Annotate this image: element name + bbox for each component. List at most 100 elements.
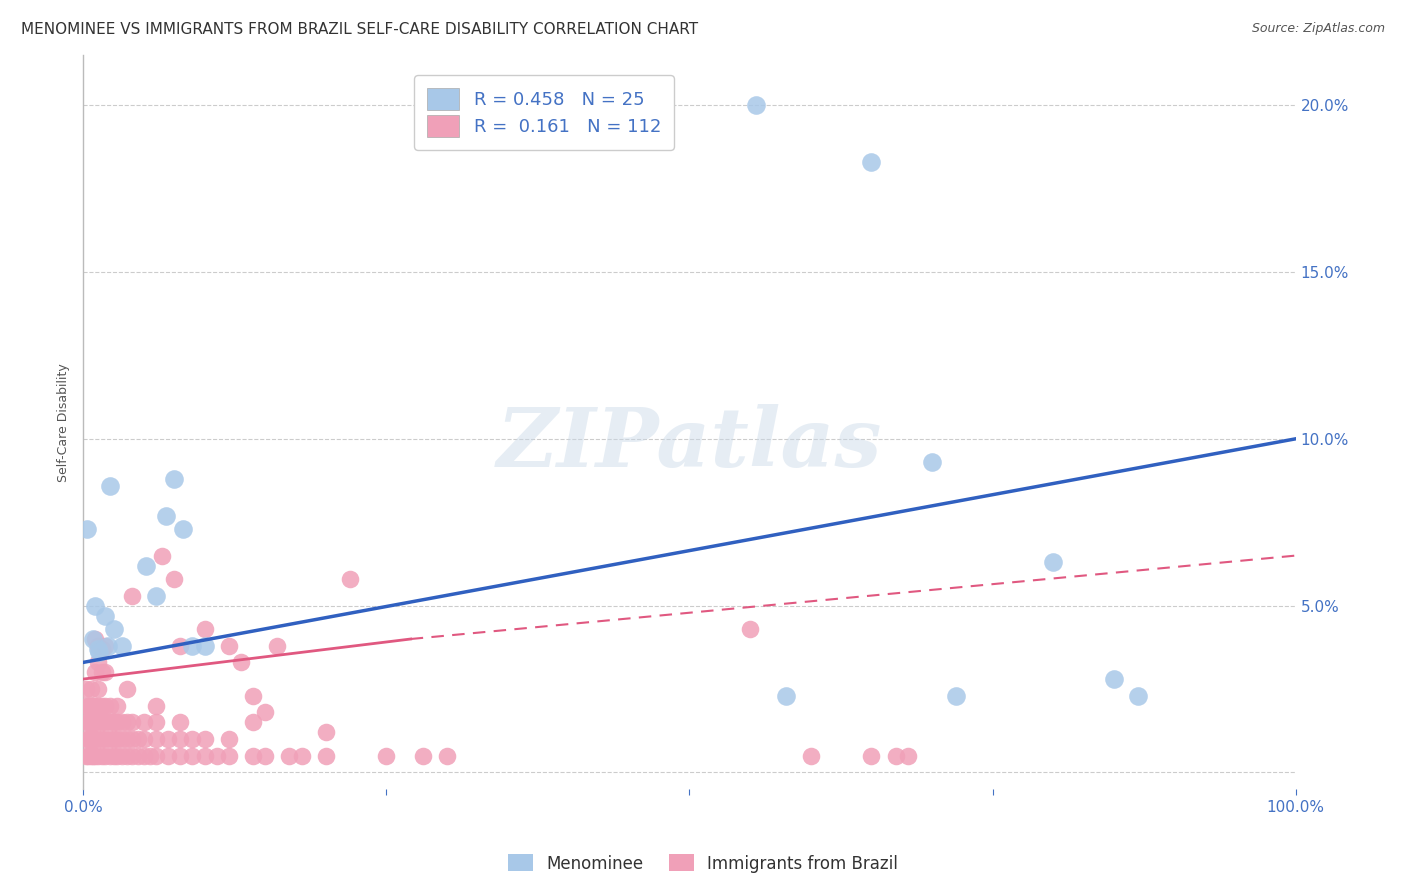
Point — [205, 748, 228, 763]
Point — [145, 748, 167, 763]
Point — [97, 639, 120, 653]
Y-axis label: Self-Care Disability: Self-Care Disability — [58, 363, 70, 482]
Point — [94, 639, 117, 653]
Point — [897, 748, 920, 763]
Point — [278, 748, 301, 763]
Point — [775, 689, 797, 703]
Point — [98, 748, 121, 763]
Point — [75, 698, 97, 713]
Point — [242, 689, 264, 703]
Point — [157, 732, 180, 747]
Point — [105, 698, 128, 713]
Point — [90, 732, 112, 747]
Point — [89, 645, 111, 659]
Point — [98, 715, 121, 730]
Point — [75, 681, 97, 696]
Point — [132, 732, 155, 747]
Point — [169, 732, 191, 747]
Point — [266, 639, 288, 653]
Point — [79, 698, 101, 713]
Point — [103, 732, 125, 747]
Point — [103, 715, 125, 730]
Point — [84, 599, 107, 613]
Point — [82, 748, 104, 763]
Point — [290, 748, 312, 763]
Point — [103, 748, 125, 763]
Point — [375, 748, 398, 763]
Point — [169, 748, 191, 763]
Point — [229, 656, 252, 670]
Point — [87, 715, 110, 730]
Point — [194, 622, 217, 636]
Point — [98, 732, 121, 747]
Point — [412, 748, 434, 763]
Point — [218, 732, 240, 747]
Point — [84, 632, 107, 646]
Point — [77, 732, 100, 747]
Point — [115, 732, 138, 747]
Point — [87, 732, 110, 747]
Point — [87, 642, 110, 657]
Point — [121, 715, 143, 730]
Point — [139, 748, 162, 763]
Point — [172, 522, 194, 536]
Point — [1042, 555, 1064, 569]
Point — [75, 715, 97, 730]
Point — [94, 608, 117, 623]
Point — [87, 639, 110, 653]
Point — [163, 472, 186, 486]
Point — [94, 732, 117, 747]
Point — [77, 748, 100, 763]
Point — [121, 748, 143, 763]
Point — [121, 589, 143, 603]
Text: MENOMINEE VS IMMIGRANTS FROM BRAZIL SELF-CARE DISABILITY CORRELATION CHART: MENOMINEE VS IMMIGRANTS FROM BRAZIL SELF… — [21, 22, 699, 37]
Point — [90, 698, 112, 713]
Point — [75, 748, 97, 763]
Point — [84, 732, 107, 747]
Legend: R = 0.458   N = 25, R =  0.161   N = 112: R = 0.458 N = 25, R = 0.161 N = 112 — [415, 75, 673, 150]
Point — [105, 732, 128, 747]
Point — [84, 748, 107, 763]
Point — [218, 639, 240, 653]
Point — [90, 715, 112, 730]
Point — [132, 715, 155, 730]
Point — [315, 748, 337, 763]
Point — [105, 715, 128, 730]
Point — [115, 715, 138, 730]
Point — [115, 748, 138, 763]
Point — [90, 665, 112, 680]
Point — [945, 689, 967, 703]
Point — [82, 632, 104, 646]
Point — [87, 748, 110, 763]
Point — [860, 155, 883, 169]
Point — [87, 681, 110, 696]
Point — [82, 698, 104, 713]
Point — [84, 715, 107, 730]
Point — [98, 478, 121, 492]
Point — [315, 725, 337, 739]
Point — [105, 748, 128, 763]
Point — [181, 732, 204, 747]
Point — [242, 748, 264, 763]
Point — [145, 589, 167, 603]
Point — [90, 642, 112, 657]
Point — [860, 748, 883, 763]
Point — [87, 656, 110, 670]
Point — [194, 732, 217, 747]
Point — [145, 732, 167, 747]
Point — [163, 572, 186, 586]
Point — [87, 698, 110, 713]
Point — [436, 748, 458, 763]
Point — [181, 639, 204, 653]
Point — [82, 732, 104, 747]
Point — [79, 715, 101, 730]
Point — [111, 748, 134, 763]
Point — [84, 665, 107, 680]
Point — [254, 748, 277, 763]
Point — [339, 572, 361, 586]
Point — [79, 681, 101, 696]
Point — [115, 681, 138, 696]
Point — [84, 698, 107, 713]
Point — [94, 698, 117, 713]
Point — [77, 715, 100, 730]
